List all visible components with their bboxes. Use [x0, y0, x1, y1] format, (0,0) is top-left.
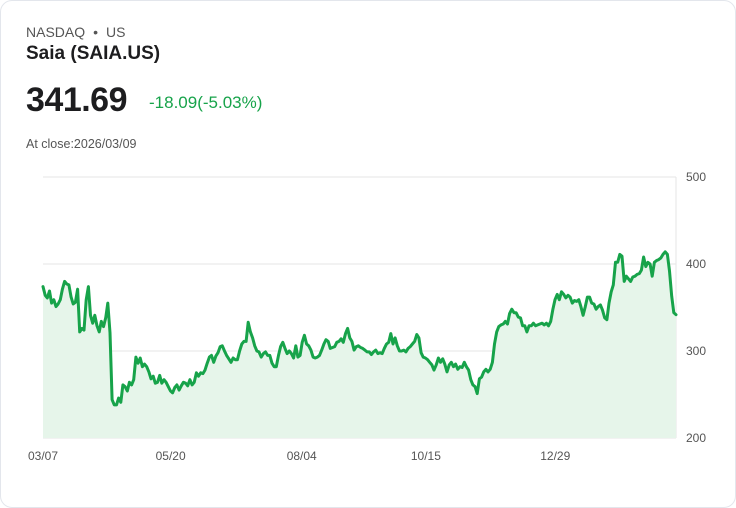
x-tick-label: 12/29: [540, 449, 570, 463]
price-change: -18.09(-5.03%): [149, 93, 263, 112]
exchange: NASDAQ: [26, 24, 86, 40]
y-tick-label: 300: [686, 344, 706, 358]
y-tick-label: 200: [686, 431, 706, 445]
x-tick-label: 03/07: [28, 449, 58, 463]
region: US: [106, 24, 126, 40]
stock-price: 341.69: [26, 81, 128, 119]
separator: •: [93, 24, 99, 40]
x-tick-label: 08/04: [287, 449, 317, 463]
x-tick-label: 05/20: [156, 449, 186, 463]
exchange-line: NASDAQ • US: [26, 24, 125, 40]
y-tick-label: 500: [686, 170, 706, 184]
x-tick-label: 10/15: [411, 449, 441, 463]
y-tick-label: 400: [686, 257, 706, 271]
price-area: [43, 251, 676, 438]
close-date: At close:2026/03/09: [26, 137, 137, 151]
stock-name: Saia (SAIA.US): [26, 43, 161, 64]
price-line: [41, 250, 678, 407]
